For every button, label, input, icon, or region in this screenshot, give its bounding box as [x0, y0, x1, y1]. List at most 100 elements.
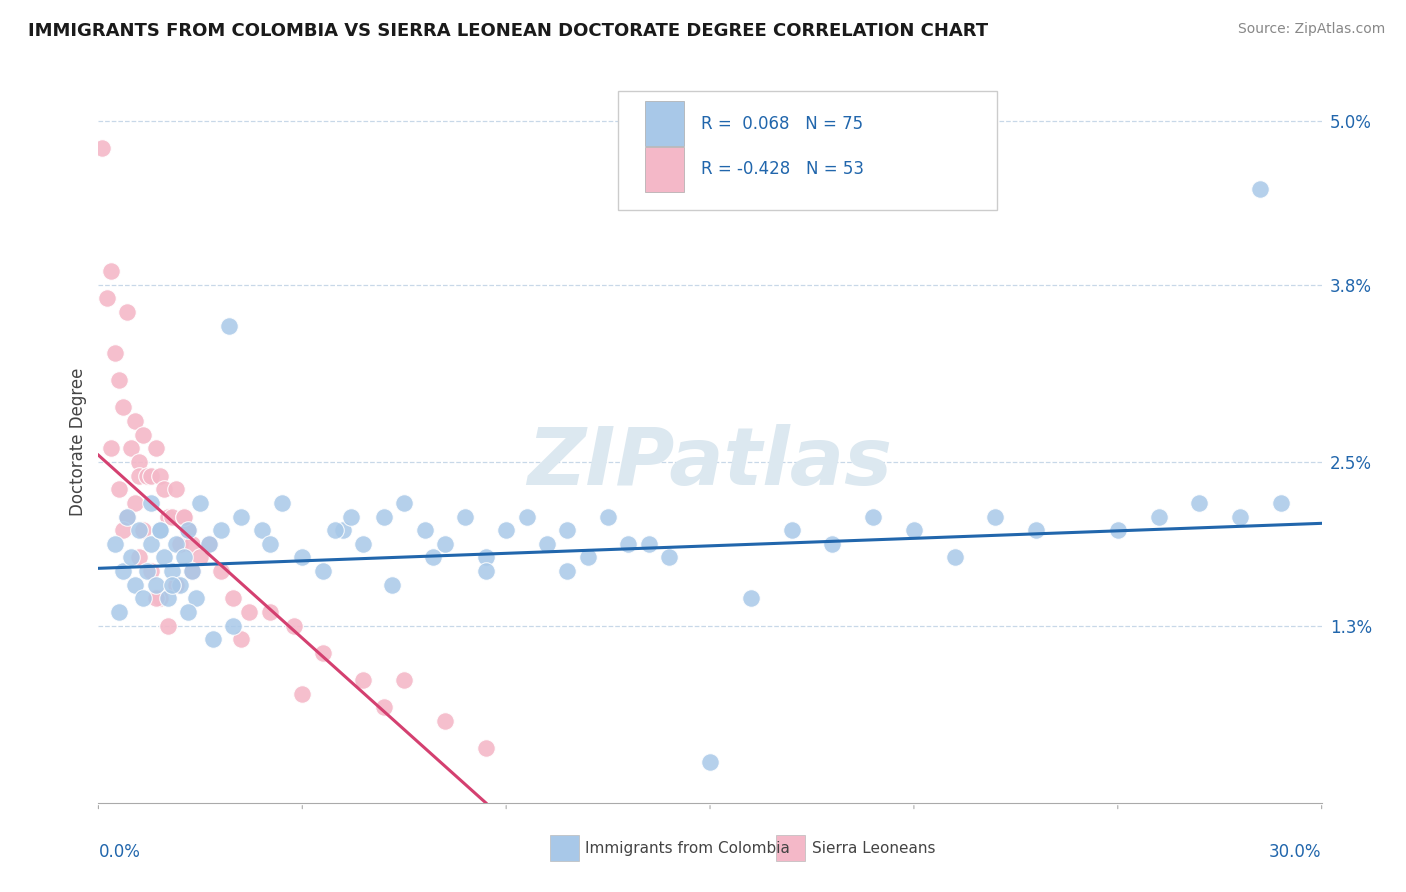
Point	[169, 577, 191, 591]
Point	[111, 401, 134, 415]
Point	[222, 591, 245, 606]
Point	[128, 550, 150, 565]
Point	[454, 509, 477, 524]
Point	[1249, 182, 1271, 196]
Point	[576, 550, 599, 565]
Point	[177, 523, 200, 537]
Point	[132, 523, 155, 537]
Point	[156, 618, 179, 632]
Point	[141, 564, 163, 578]
Point	[128, 523, 150, 537]
Point	[149, 523, 172, 537]
Point	[165, 482, 187, 496]
Point	[197, 537, 219, 551]
Text: R = -0.428   N = 53: R = -0.428 N = 53	[702, 161, 865, 178]
Point	[128, 468, 150, 483]
Point	[495, 523, 517, 537]
Point	[291, 550, 314, 565]
Text: 30.0%: 30.0%	[1270, 843, 1322, 861]
Point	[111, 523, 134, 537]
Point	[145, 442, 167, 456]
Point	[1107, 523, 1129, 537]
Point	[115, 305, 138, 319]
Point	[156, 509, 179, 524]
Text: IMMIGRANTS FROM COLOMBIA VS SIERRA LEONEAN DOCTORATE DEGREE CORRELATION CHART: IMMIGRANTS FROM COLOMBIA VS SIERRA LEONE…	[28, 22, 988, 40]
Point	[104, 346, 127, 360]
Point	[120, 550, 142, 565]
Point	[104, 537, 127, 551]
Point	[392, 496, 416, 510]
Point	[152, 482, 174, 496]
Point	[433, 714, 456, 728]
Point	[259, 605, 281, 619]
Point	[169, 537, 191, 551]
Point	[197, 537, 219, 551]
Point	[323, 523, 346, 537]
Point	[149, 468, 172, 483]
Point	[283, 618, 305, 632]
Point	[596, 509, 619, 524]
Point	[222, 618, 245, 632]
Point	[381, 577, 404, 591]
Point	[352, 537, 374, 551]
Point	[108, 373, 131, 387]
Point	[136, 564, 159, 578]
FancyBboxPatch shape	[619, 91, 997, 211]
Text: Sierra Leoneans: Sierra Leoneans	[811, 841, 935, 855]
Point	[100, 442, 122, 456]
Text: ZIPatlas: ZIPatlas	[527, 425, 893, 502]
Point	[173, 509, 195, 524]
Point	[373, 509, 395, 524]
Point	[177, 523, 200, 537]
Point	[201, 632, 224, 647]
Point	[141, 537, 163, 551]
Point	[177, 605, 200, 619]
Point	[145, 591, 167, 606]
Point	[474, 741, 498, 756]
Point	[422, 550, 444, 565]
Point	[141, 496, 163, 510]
Point	[555, 564, 579, 578]
Point	[555, 523, 579, 537]
Point	[145, 577, 167, 591]
Point	[100, 264, 122, 278]
Point	[821, 537, 844, 551]
FancyBboxPatch shape	[776, 835, 806, 862]
Point	[186, 591, 208, 606]
Point	[149, 523, 172, 537]
Point	[312, 564, 335, 578]
Point	[108, 605, 131, 619]
Point	[352, 673, 374, 687]
Text: R =  0.068   N = 75: R = 0.068 N = 75	[702, 115, 863, 133]
Point	[160, 577, 183, 591]
Point	[132, 591, 155, 606]
Point	[617, 537, 640, 551]
Point	[136, 468, 159, 483]
Point	[780, 523, 803, 537]
Point	[124, 577, 146, 591]
Point	[188, 496, 212, 510]
Point	[658, 550, 681, 565]
Point	[173, 550, 195, 565]
Point	[181, 564, 204, 578]
Point	[188, 550, 212, 565]
Point	[152, 550, 174, 565]
Text: Source: ZipAtlas.com: Source: ZipAtlas.com	[1237, 22, 1385, 37]
Point	[340, 509, 363, 524]
Point	[291, 687, 314, 701]
Point	[181, 537, 204, 551]
Point	[392, 673, 416, 687]
Point	[156, 591, 179, 606]
Point	[250, 523, 273, 537]
Point	[108, 482, 131, 496]
Point	[111, 564, 134, 578]
Point	[181, 564, 204, 578]
Point	[165, 537, 187, 551]
Point	[637, 537, 661, 551]
Point	[120, 442, 142, 456]
Point	[373, 700, 395, 714]
Point	[160, 564, 183, 578]
Point	[984, 509, 1007, 524]
Point	[332, 523, 354, 537]
Point	[231, 632, 253, 647]
